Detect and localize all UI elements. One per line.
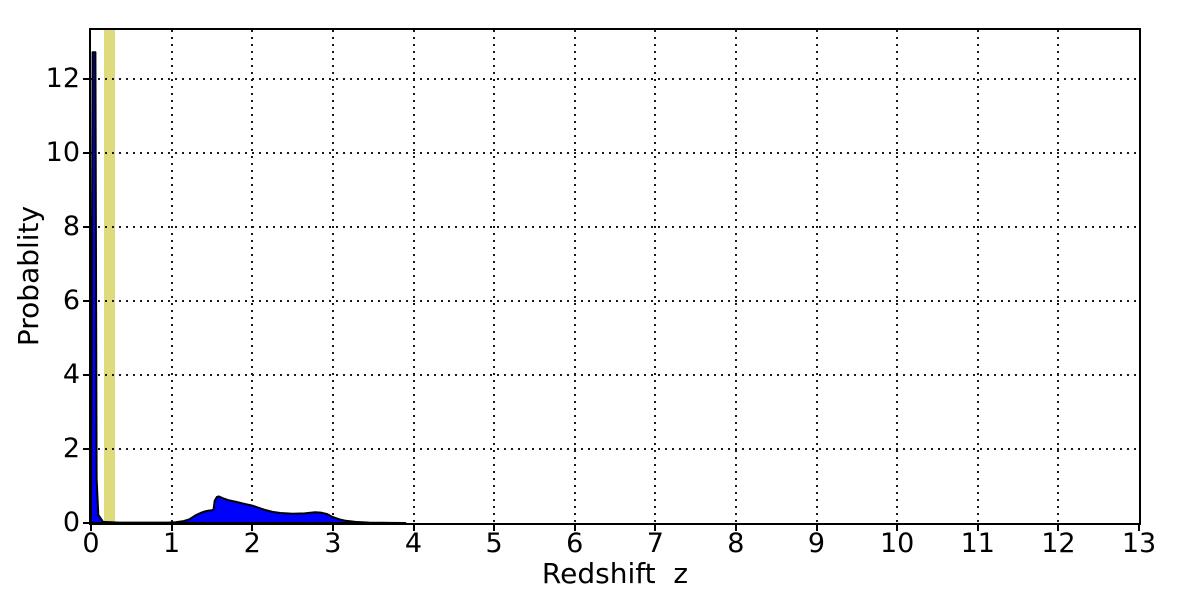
gridline-x-5 [493,30,496,523]
x-tick-11 [976,525,979,531]
x-tick-5 [493,525,496,531]
highlight-band [103,30,116,523]
x-tick-10 [896,525,899,531]
x-tick-0 [90,525,92,531]
y-tick-label-10: 10 [45,136,80,168]
x-tick-label-3: 3 [324,528,342,559]
y-tick-label-2: 2 [62,433,80,464]
x-tick-1 [170,525,173,531]
y-tick-4 [83,374,89,376]
x-tick-8 [734,525,737,531]
y-tick-2 [83,448,89,450]
x-tick-label-2: 2 [243,528,261,559]
x-tick-3 [331,525,334,531]
x-tick-12 [1057,525,1060,531]
gridline-x-11 [976,30,979,523]
gridline-y-6 [91,299,1139,302]
gridline-y-2 [91,448,1139,450]
y-tick-label-0: 0 [62,507,80,538]
y-tick-12 [83,77,89,80]
gridline-x-1 [170,30,173,523]
gridline-x-4 [412,30,415,523]
y-tick-label-4: 4 [62,359,80,390]
x-tick-label-8: 8 [727,528,745,559]
gridline-x-6 [573,30,576,523]
x-tick-label-5: 5 [485,528,503,559]
x-tick-label-7: 7 [646,528,664,559]
gridline-y-8 [91,225,1139,228]
y-tick-6 [83,299,89,302]
distribution-curve [91,51,407,523]
gridline-y-12 [91,77,1139,80]
gridline-x-8 [734,30,737,523]
gridline-y-4 [91,374,1139,376]
y-tick-label-6: 6 [62,284,80,316]
gridline-x-3 [331,30,334,523]
x-tick-6 [573,525,576,531]
y-tick-10 [83,151,89,154]
y-tick-0 [83,522,89,524]
x-tick-label-1: 1 [163,528,181,559]
y-tick-label-12: 12 [45,62,80,94]
x-tick-label-12: 12 [1041,528,1076,559]
gridline-x-10 [896,30,899,523]
y-tick-8 [83,225,89,228]
x-tick-label-4: 4 [404,528,423,559]
x-axis-label: Redshift z [541,557,689,590]
x-tick-label-13: 13 [1121,528,1157,559]
x-tick-13 [1138,525,1140,531]
x-tick-label-9: 9 [807,528,826,559]
x-tick-label-0: 0 [82,528,100,559]
y-tick-label-8: 8 [62,210,80,242]
gridline-x-9 [815,30,818,523]
x-tick-9 [815,525,818,531]
plot-area [91,30,1139,523]
x-tick-2 [251,525,254,531]
x-tick-7 [654,525,657,531]
x-tick-label-6: 6 [566,528,584,559]
gridline-x-12 [1057,30,1060,523]
gridline-x-2 [251,30,254,523]
distribution-curve-svg [91,51,407,523]
x-tick-4 [412,525,415,531]
x-tick-label-10: 10 [880,528,915,559]
gridline-x-7 [654,30,657,523]
x-tick-label-11: 11 [960,528,995,559]
gridline-y-10 [91,151,1139,154]
